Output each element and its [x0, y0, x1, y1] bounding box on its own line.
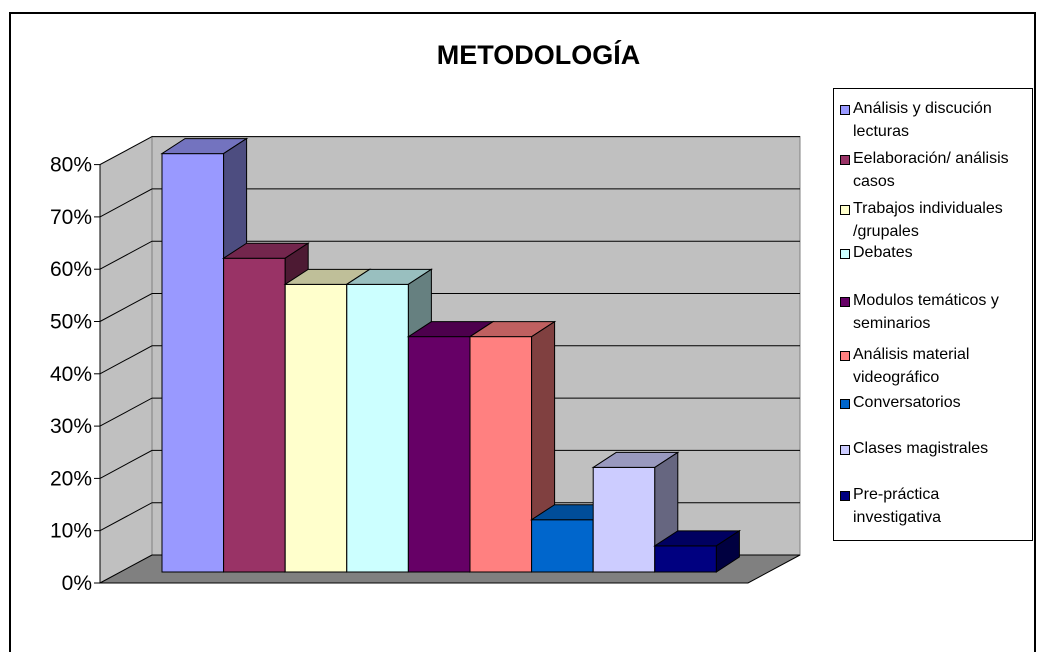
legend-swatch	[840, 205, 850, 215]
legend-label: Clases magistrales	[853, 440, 989, 457]
gridline	[99, 240, 800, 270]
y-tick-label: 10%	[50, 520, 92, 543]
y-tick-label: 70%	[50, 206, 92, 229]
legend-swatch	[840, 249, 850, 259]
legend-label: Trabajos individuales /grupales	[853, 200, 1003, 240]
bar-front	[223, 257, 286, 573]
legend-label: Modulos temáticos y seminarios	[853, 292, 999, 332]
y-tick-label: 80%	[50, 154, 92, 177]
legend-label: Debates	[853, 244, 913, 261]
legend-swatch	[840, 297, 850, 307]
y-tick-label: 60%	[50, 258, 92, 281]
gridline	[99, 502, 800, 532]
y-tick-label: 50%	[50, 311, 92, 334]
bar-front	[531, 519, 594, 573]
y-tick-label: 0%	[62, 572, 92, 595]
gridline	[99, 293, 800, 322]
bar-front	[407, 336, 471, 573]
legend-swatch	[840, 445, 850, 455]
legend-swatch	[840, 105, 850, 115]
bar-front	[469, 336, 533, 573]
bar-front	[161, 153, 225, 573]
legend-label: Eelaboración/ análisis casos	[853, 150, 1009, 190]
bar-front	[284, 283, 348, 573]
legend-swatch	[840, 491, 850, 501]
gridline	[99, 397, 800, 427]
legend-label: Análisis material videográfico	[853, 346, 970, 386]
bar-front	[592, 466, 656, 573]
bar-side	[715, 529, 740, 573]
legend-label: Análisis y discución lecturas	[853, 100, 992, 140]
legend-swatch	[840, 351, 850, 361]
y-tick-label: 30%	[50, 415, 92, 438]
chart-title: METODOLOGÍA	[436, 40, 641, 70]
legend-label: Conversatorios	[853, 394, 961, 411]
bar-9	[653, 529, 742, 573]
bar-front	[654, 545, 717, 573]
gridline	[99, 188, 800, 218]
y-tick-label: 20%	[50, 467, 92, 490]
chart-legend: Análisis y discución lecturas Eelaboració…	[833, 88, 1033, 541]
gridline	[99, 449, 800, 479]
legend-swatch	[840, 155, 850, 165]
bar-front	[346, 283, 409, 573]
y-tick-label: 40%	[50, 363, 92, 386]
gridline	[99, 345, 800, 375]
legend-swatch	[840, 399, 850, 409]
gridline	[99, 136, 800, 166]
legend-label: Pre-práctica investigativa	[853, 486, 942, 526]
chart-plot: 0% 10% 20% 30% 40% 50% 60% 70% 80%	[50, 135, 801, 595]
